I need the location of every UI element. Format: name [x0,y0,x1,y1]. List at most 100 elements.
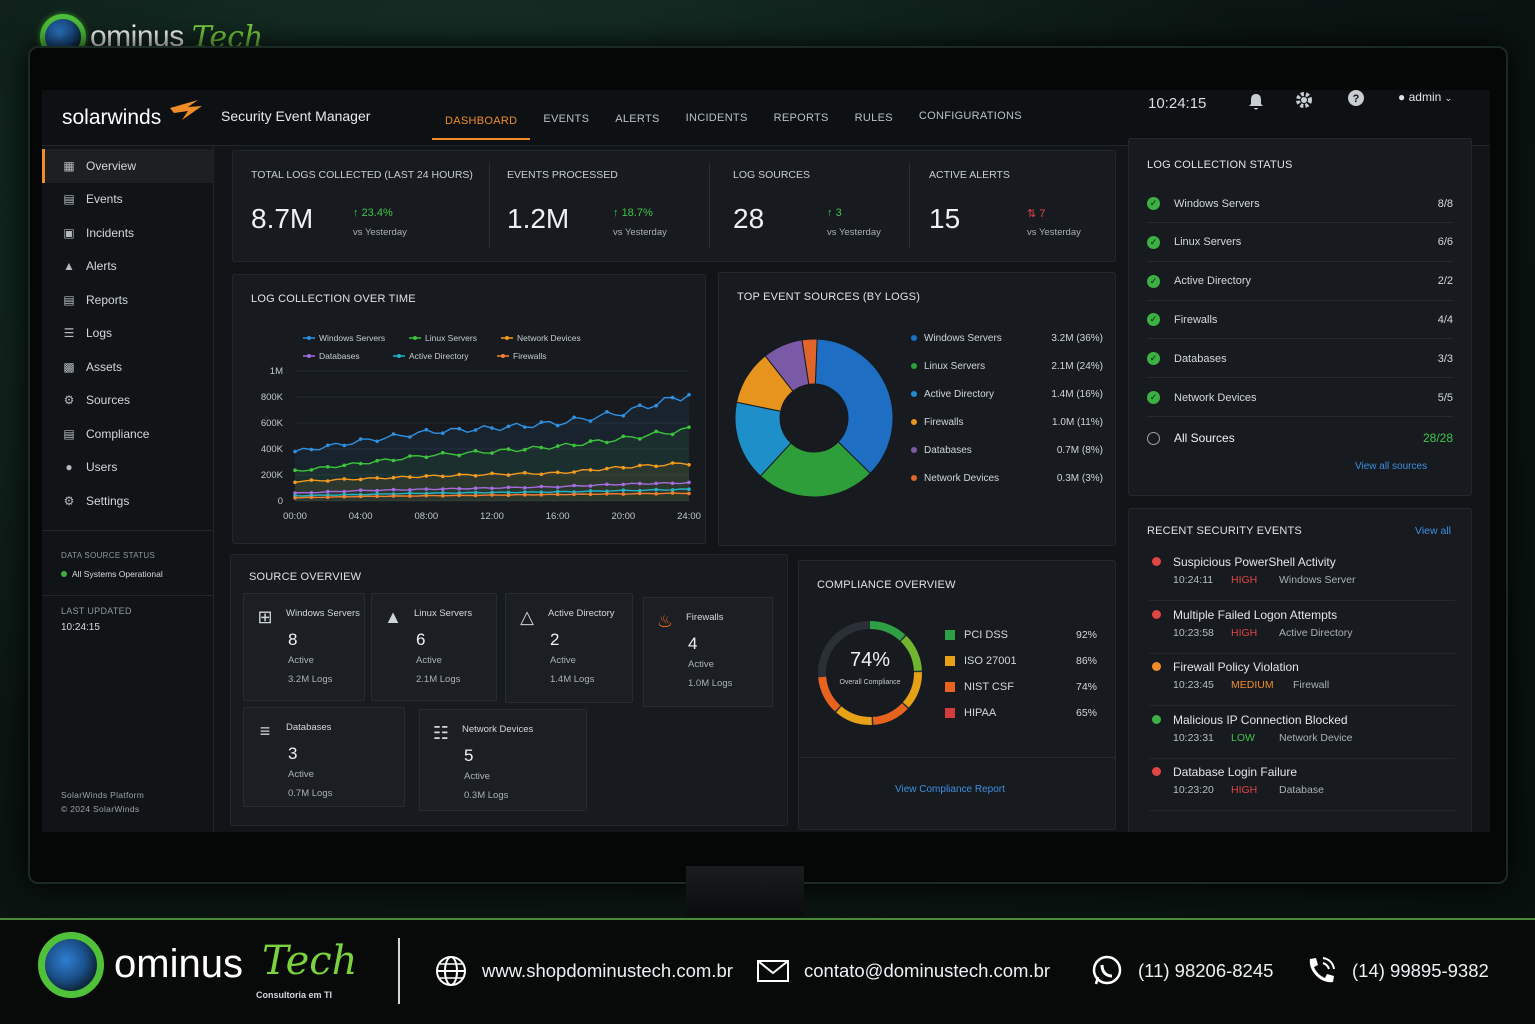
data-point [490,451,494,455]
source-card-windows-servers[interactable]: ⊞ Windows Servers 8 Active 3.2M Logs [243,593,365,701]
log-status-row[interactable]: ✓ Databases 3/3 [1147,340,1453,379]
sidebar-item-sources[interactable]: ⚙ Sources [42,384,213,418]
data-point [539,484,544,489]
log-status-row[interactable]: ✓ Windows Servers 8/8 [1147,185,1453,223]
data-point [408,494,412,498]
compliance-row: NIST CSF 74% [945,676,1097,698]
legend-value: 1.0M (11%) [1052,416,1103,428]
source-name: Databases [1174,352,1227,365]
nav-configurations[interactable]: CONFIGURATIONS [918,110,1022,122]
log-status-row[interactable]: ✓ Active Directory 2/2 [1147,263,1453,301]
source-card-network-devices[interactable]: ☷ Network Devices 5 Active 0.3M Logs [419,709,587,811]
panel-title: TOP EVENT SOURCES (BY LOGS) [737,291,921,303]
app-title: Security Event Manager [221,108,371,124]
event-row[interactable]: Malicious IP Connection Blocked 10:23:31 L… [1149,707,1455,759]
data-point [473,449,478,453]
nav-rules[interactable]: RULES [854,112,893,124]
data-point [326,465,330,469]
solarwinds-logo[interactable]: solarwinds [62,106,162,129]
compliance-pct: 74% [1075,681,1097,693]
data-point [391,458,396,463]
x-tick-label: 12:00 [480,511,504,522]
sidebar-item-assets[interactable]: ▩ Assets [42,350,213,384]
source-card-firewalls[interactable]: ♨ Firewalls 4 Active 1.0M Logs [643,597,773,707]
legend-item: Network Devices [501,333,581,343]
source-count: 6/6 [1437,236,1453,249]
data-point [555,485,560,490]
sidebar-item-label: Reports [86,292,129,307]
recent-events-panel: RECENT SECURITY EVENTS View all Suspicio… [1128,508,1472,832]
legend-dot [911,363,917,369]
sidebar-item-events[interactable]: ▤ Events [42,183,213,217]
event-row[interactable]: Firewall Policy Violation 10:23:45 MEDIUM F… [1149,654,1455,706]
all-sources-label: All Sources [1174,431,1235,445]
bell-icon[interactable] [1246,92,1266,112]
legend-marker [501,354,505,358]
event-time: 10:24:11 [1173,574,1214,586]
footer-divider [398,938,400,1004]
data-point [654,464,658,469]
data-point [555,423,560,428]
footer-phone[interactable]: (14) 99895-9382 [1304,954,1489,988]
footer-whatsapp[interactable]: (11) 98206-8245 [1090,954,1273,988]
data-point [670,395,675,400]
footer-website[interactable]: www.shopdominustech.com.br [434,954,733,988]
event-row[interactable]: Suspicious PowerShell Activity 10:24:11 HI… [1149,549,1455,601]
data-point [424,487,429,491]
view-all-sources-link[interactable]: View all sources [1355,461,1428,472]
source-card-linux-servers[interactable]: ▲ Linux Servers 6 Active 2.1M Logs [371,593,497,701]
source-count: 8 [288,630,298,649]
event-source: Firewall [1293,679,1330,691]
data-point [572,492,576,497]
gear-icon[interactable] [1294,90,1314,110]
user-menu[interactable]: ● admin ⌄ [1398,90,1452,104]
nav-alerts[interactable]: ALERTS [615,113,660,125]
compliance-donut [818,621,922,725]
view-all-events-link[interactable]: View all [1415,525,1451,537]
data-point [358,461,363,466]
footer-email[interactable]: contato@dominustech.com.br [756,954,1050,988]
view-compliance-report-link[interactable]: View Compliance Report [895,784,1005,795]
sidebar-item-users[interactable]: ● Users [42,451,213,485]
source-status: Active [288,655,314,666]
nav-incidents[interactable]: INCIDENTS [685,112,748,124]
source-status: Active [688,659,714,670]
sidebar-item-incidents[interactable]: ▣ Incidents [42,216,213,250]
severity-dot-icon [1152,767,1161,776]
nav-events[interactable]: EVENTS [543,113,590,125]
source-logs: 3.2M Logs [288,674,333,685]
source-count: 6 [416,630,426,649]
sidebar-item-label: Overview [86,158,137,173]
source-card-databases[interactable]: ≡ Databases 3 Active 0.7M Logs [243,707,405,807]
legend-name: Linux Servers [924,360,986,372]
data-point [621,414,626,418]
arrow-up-icon: ↑ [613,207,619,219]
sidebar-item-reports[interactable]: ▤ Reports [42,283,213,317]
event-row[interactable]: Database Login Failure 10:23:20 HIGH Databa… [1149,759,1455,811]
directory-icon: △ [520,607,534,627]
sidebar-item-alerts[interactable]: ▲ Alerts [42,250,213,284]
log-status-row[interactable]: ✓ Linux Servers 6/6 [1147,224,1453,262]
legend-marker [307,354,311,358]
data-point [539,472,544,477]
sidebar-item-overview[interactable]: ▦ Overview [42,149,213,183]
data-point [293,491,297,495]
nav-dashboard[interactable]: DASHBOARD [432,98,531,140]
event-title: Database Login Failure [1173,765,1298,779]
sidebar-item-logs[interactable]: ☰ Logs [42,317,213,351]
data-point [375,488,379,493]
data-point [638,463,642,468]
all-sources-row[interactable]: All Sources 28/28 [1147,419,1453,457]
log-status-row[interactable]: ✓ Firewalls 4/4 [1147,301,1453,340]
log-status-row[interactable]: ✓ Network Devices 5/5 [1147,379,1453,417]
sidebar-item-settings[interactable]: ⚙ Settings [42,484,213,518]
source-card-active-directory[interactable]: △ Active Directory 2 Active 1.4M Logs [505,593,633,703]
event-severity: HIGH [1231,574,1258,586]
data-point [490,493,494,497]
data-point [342,463,347,468]
compliance-name: ISO 27001 [964,655,1017,667]
sidebar-item-compliance[interactable]: ▤ Compliance [42,417,213,451]
help-icon[interactable]: ? [1346,90,1366,108]
event-row[interactable]: Multiple Failed Logon Attempts 10:23:58 HI… [1149,602,1455,654]
nav-reports[interactable]: REPORTS [773,112,829,124]
